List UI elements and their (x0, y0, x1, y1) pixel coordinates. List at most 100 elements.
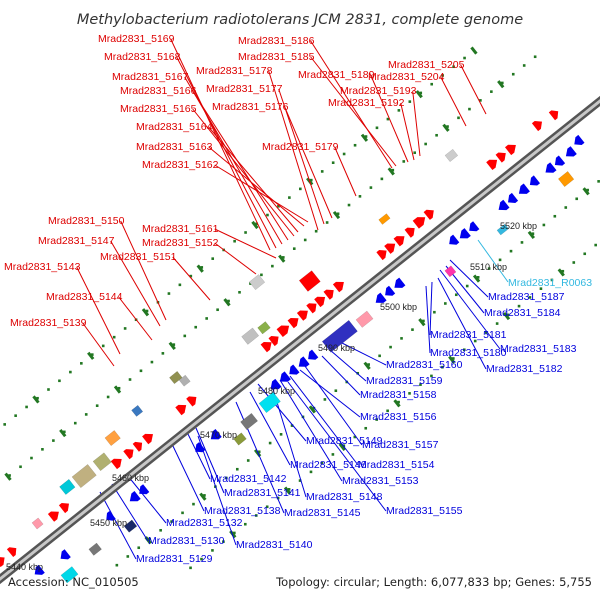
leader-line (279, 379, 343, 482)
gene-label-reverse: Mrad2831_5146 (290, 459, 367, 471)
tick-mark (418, 318, 426, 327)
tick-dot (378, 354, 381, 358)
tick-dot (227, 299, 230, 303)
gene-label-forward: Mrad2831_5150 (48, 215, 125, 227)
forward-gene (505, 144, 516, 156)
leader-line (82, 322, 115, 367)
tick-dot (389, 345, 392, 349)
tick-dot (8, 474, 11, 477)
gene-feature (71, 464, 97, 489)
kbp-label: 5440 kbp (6, 562, 43, 572)
gene-label-reverse: Mrad2831_5140 (236, 539, 313, 551)
gene-label-reverse: Mrad2831_5159 (366, 375, 443, 387)
genome-summary-text: Topology: circular; Length: 6,077,833 bp… (275, 575, 592, 589)
forward-gene (423, 209, 434, 220)
forward-gene (412, 217, 426, 229)
forward-gene (47, 511, 59, 522)
tick-dot (539, 287, 543, 290)
tick-dot (139, 369, 143, 373)
gene-feature (258, 391, 281, 414)
tick-dot (561, 269, 565, 273)
gene-label-reverse: Mrad2831_5160 (386, 359, 463, 371)
leader-line (301, 361, 363, 446)
gene-feature (123, 519, 138, 533)
gene-feature (60, 566, 79, 584)
tick-mark (363, 361, 371, 370)
tick-dot (243, 522, 247, 526)
tick-dot (181, 511, 184, 515)
tick-dot (117, 386, 121, 390)
tick-mark (497, 80, 505, 89)
gene-label-forward: Mrad2831_5152 (142, 237, 219, 249)
tick-dot (509, 249, 513, 253)
leader-line (429, 281, 433, 336)
gene-feature (257, 321, 271, 335)
kbp-label: 5460 kbp (112, 473, 149, 483)
leader-line (192, 108, 295, 237)
tick-dot (402, 160, 406, 163)
tick-dot (430, 82, 434, 86)
reverse-gene (508, 192, 519, 203)
gene-label-forward: Mrad2831_5167 (112, 71, 189, 83)
tick-dot (222, 540, 225, 543)
tick-dot (268, 441, 272, 445)
gene-label-forward: Mrad2831_5161 (142, 223, 219, 235)
tick-dot (80, 362, 83, 365)
gene-label-forward: Mrad2831_5193 (340, 85, 417, 97)
kbp-label: 5450 kbp (90, 518, 127, 528)
gene-feature (378, 213, 391, 225)
tick-dot (235, 467, 239, 471)
tick-dot (408, 392, 411, 395)
tick-dot (375, 418, 378, 421)
gene-feature (104, 430, 121, 447)
gene-label-reverse: Mrad2831_5187 (488, 291, 565, 303)
tick-mark (113, 385, 122, 394)
tick-dot (367, 363, 370, 366)
tick-dot (200, 557, 203, 561)
tick-dot (183, 334, 187, 338)
tick-dot (422, 319, 425, 323)
leader-line (268, 70, 319, 231)
tick-mark (387, 167, 395, 176)
gene-feature (248, 274, 266, 291)
tick-dot (479, 99, 482, 102)
tick-dot (106, 395, 110, 399)
tick-dot (597, 180, 600, 183)
forward-gene (332, 281, 344, 293)
reverse-gene (34, 564, 45, 575)
gene-label-forward: Mrad2831_5162 (142, 159, 219, 171)
gene-feature (88, 542, 102, 556)
tick-dot (254, 514, 258, 517)
reverse-gene (289, 364, 300, 375)
forward-gene (6, 547, 17, 557)
gene-label-forward: Mrad2831_5168 (104, 51, 181, 63)
tick-dot (325, 221, 329, 224)
tick-dot (148, 537, 151, 541)
tick-dot (150, 360, 154, 364)
tick-dot (419, 91, 423, 95)
tick-dot (331, 161, 335, 165)
tick-dot (192, 502, 195, 506)
tick-dot (159, 528, 162, 532)
tick-dot (465, 284, 469, 288)
tick-dot (41, 448, 44, 451)
tick-mark (470, 46, 478, 55)
gene-label-reverse: Mrad2831_5153 (342, 475, 419, 487)
tick-dot (542, 223, 546, 227)
gene-label-forward: Mrad2831_5163 (136, 141, 213, 153)
tick-dot (533, 55, 537, 59)
tick-dot (299, 187, 302, 191)
tick-dot (331, 453, 335, 456)
gene-label-reverse: Mrad2831_5181 (430, 329, 507, 341)
tick-dot (342, 152, 346, 156)
tick-dot (170, 520, 173, 523)
tick-dot (233, 531, 236, 535)
forward-gene (123, 449, 134, 460)
tick-dot (397, 109, 401, 112)
tick-dot (25, 405, 28, 409)
leader-line (437, 277, 487, 370)
tick-dot (101, 344, 105, 348)
leader-line (334, 146, 357, 197)
tick-mark (168, 341, 176, 350)
